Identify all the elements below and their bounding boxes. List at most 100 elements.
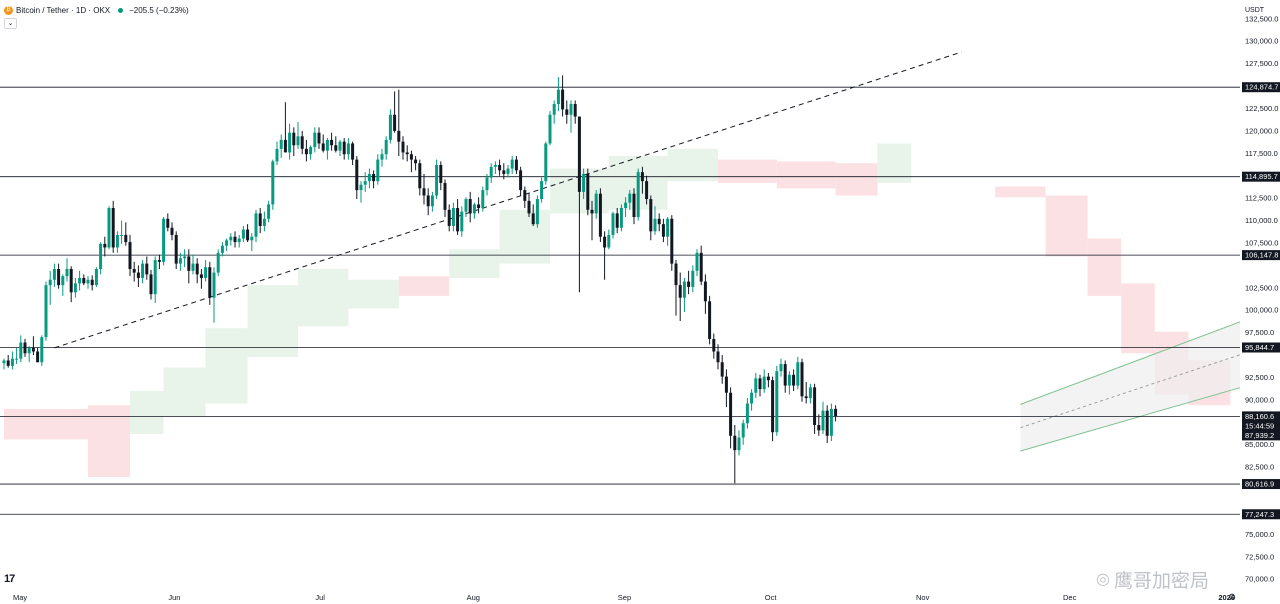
candle-body: [611, 213, 615, 235]
candlestick-series: [2, 75, 838, 484]
candle-body: [477, 204, 481, 209]
candle-body: [334, 145, 338, 151]
candle-body: [443, 182, 447, 210]
candle-body: [771, 380, 775, 433]
candle-body: [607, 234, 611, 248]
candle-body: [48, 279, 52, 286]
cloud-segment: [88, 405, 130, 478]
candle-body: [300, 136, 304, 149]
bitcoin-icon: ₿: [4, 5, 13, 15]
candle-body: [426, 195, 430, 207]
price-tick-label: 110,000.0: [1245, 216, 1278, 225]
candle-body: [754, 378, 758, 393]
price-change: −205.5 (−0.23%): [129, 5, 189, 15]
candle-body: [6, 360, 10, 366]
candle-body: [514, 159, 518, 171]
candle-body: [670, 218, 674, 264]
channel-lower-line[interactable]: [1020, 385, 1248, 452]
candle-body: [708, 301, 712, 339]
candle-body: [2, 360, 6, 364]
level-price-label: 95,844.7: [1245, 343, 1274, 352]
candle-body: [502, 170, 506, 174]
candle-body: [632, 193, 636, 217]
candle-body: [199, 274, 203, 278]
candle-body: [229, 236, 233, 241]
settings-gear-icon[interactable]: ⚙: [1228, 592, 1237, 602]
candle-body: [317, 132, 321, 144]
candle-body: [73, 283, 77, 293]
candle-body: [120, 234, 124, 236]
candle-body: [430, 195, 434, 207]
candle-body: [136, 272, 140, 278]
candle-body: [267, 204, 271, 219]
watermark: ◎ 鹰哥加密局: [1096, 566, 1209, 592]
candle-body: [233, 236, 237, 243]
candle-body: [283, 139, 287, 153]
level-price-label-bg: [1242, 82, 1280, 93]
current-price-label: 88,160.6: [1245, 412, 1274, 421]
channel-upper-line[interactable]: [1020, 318, 1248, 405]
candle-body: [178, 258, 182, 264]
candle-body: [296, 136, 300, 146]
trendline-line[interactable]: [54, 51, 962, 349]
candle-body: [464, 199, 468, 212]
candle-body: [61, 276, 65, 286]
candle-body: [397, 130, 401, 142]
cloud-segment: [348, 279, 399, 309]
candle-body: [304, 148, 308, 155]
horizontal-levels[interactable]: [0, 86, 1240, 515]
candle-body: [292, 132, 296, 146]
tradingview-logo-icon[interactable]: 17: [4, 573, 15, 585]
candle-body: [712, 338, 716, 352]
candle-body: [241, 229, 245, 239]
candle-body: [393, 114, 397, 131]
candle-body: [720, 362, 724, 377]
candle-body: [733, 435, 737, 451]
candle-body: [498, 164, 502, 171]
candle-body: [65, 268, 69, 277]
candle-body: [703, 281, 707, 302]
candle-body: [821, 410, 825, 431]
candle-body: [174, 234, 178, 264]
candle-body: [208, 267, 212, 298]
candle-body: [586, 173, 590, 210]
candle-body: [489, 166, 493, 178]
candle-body: [111, 208, 115, 248]
candle-body: [338, 141, 342, 151]
candle-body: [27, 347, 31, 354]
price-tick-label: 100,000.0: [1245, 306, 1278, 315]
level-price-label: 77,247.3: [1245, 510, 1274, 519]
price-tick-label: 90,000.0: [1245, 395, 1274, 404]
time-tick-label: Sep: [618, 593, 631, 602]
candle-body: [149, 274, 153, 295]
bar-countdown-label: 15:44:59: [1245, 421, 1274, 430]
candle-body: [582, 173, 586, 192]
candle-body: [603, 236, 607, 248]
price-axis-unit: USDT: [1245, 7, 1265, 14]
price-tick-label: 97,500.0: [1245, 328, 1274, 337]
candle-body: [657, 218, 661, 225]
time-axis[interactable]: May Jun Jul Aug Sep Oct Nov Dec 2026: [0, 590, 1280, 604]
dashed-trendline[interactable]: [54, 51, 962, 349]
symbol-legend[interactable]: ₿ Bitcoin / Tether · 1D · OKX −205.5 (−0…: [4, 4, 189, 16]
candle-body: [527, 200, 531, 214]
candle-body: [750, 392, 754, 404]
channel-mid-line[interactable]: [1020, 351, 1248, 429]
level-price-label: 80,616.9: [1245, 480, 1274, 489]
collapse-legend-button[interactable]: ⌄: [4, 18, 17, 29]
candle-body: [409, 154, 413, 160]
candle-body: [682, 281, 686, 298]
candle-body: [157, 260, 161, 262]
candle-body: [447, 209, 451, 226]
symbol-title: Bitcoin / Tether · 1D · OKX: [16, 5, 111, 15]
candle-body: [649, 199, 653, 232]
time-tick-label: Jul: [315, 593, 325, 602]
candle-body: [363, 181, 367, 185]
parallel-channel[interactable]: [1020, 318, 1248, 452]
candle-body: [401, 141, 405, 153]
candle-body: [594, 193, 598, 214]
candle-body: [372, 173, 376, 182]
candle-body: [531, 213, 535, 225]
